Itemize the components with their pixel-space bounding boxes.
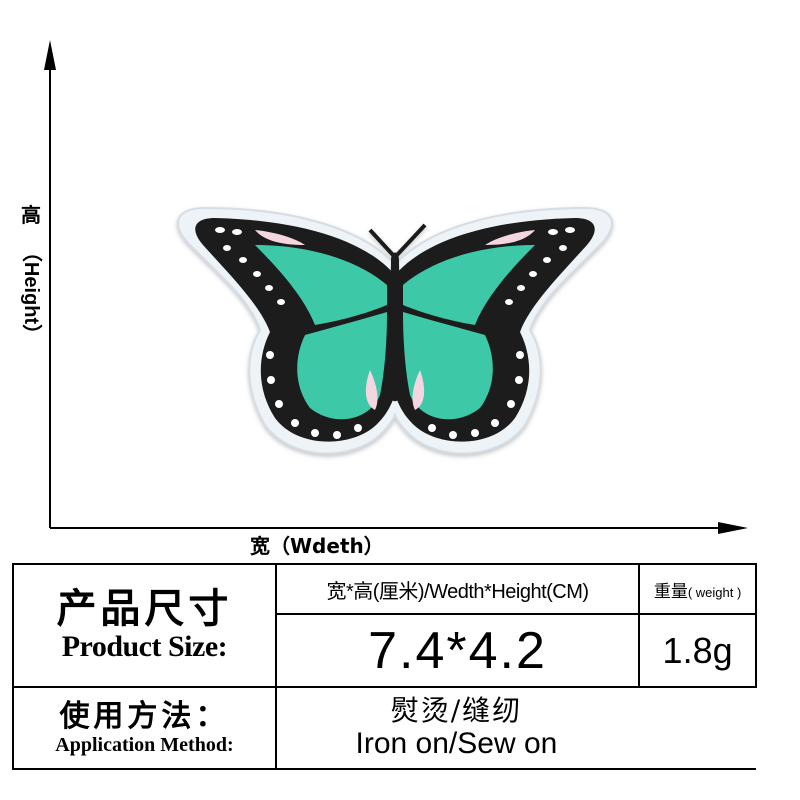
width-axis-arrow <box>718 522 748 534</box>
weight-header-cn: 重量 <box>653 581 688 601</box>
method-cn: 熨烫/缝纫 <box>390 694 523 728</box>
weight-value: 1.8g <box>662 629 733 671</box>
right-upper-wing <box>403 245 535 325</box>
size-header-cell: 宽*高(厘米)/Wedth*Height(CM) <box>274 563 641 615</box>
left-antenna <box>368 228 395 257</box>
butterfly-patch-image <box>177 206 613 455</box>
right-antenna <box>395 223 427 257</box>
height-label-en: （Height） <box>20 241 42 345</box>
height-label-cn: 高 <box>21 203 41 227</box>
application-label-cell: 使用方法： Application Method: <box>12 686 277 770</box>
width-axis-label: 宽（Wdeth） <box>250 534 384 558</box>
wing-dots <box>215 227 575 439</box>
dimension-axes <box>44 40 748 534</box>
height-axis-label: 高 （Height） <box>14 203 48 344</box>
size-header: 宽*高(厘米)/Wedth*Height(CM) <box>326 580 589 603</box>
size-value-cell: 7.4*4.2 <box>274 613 641 688</box>
right-lower-wing <box>403 312 493 420</box>
left-upper-wing <box>255 245 387 325</box>
right-lower-pink <box>412 370 425 410</box>
product-spec-table: 产品尺寸 Product Size: 宽*高(厘米)/Wedth*Height(… <box>12 563 757 770</box>
left-lower-wing <box>297 312 387 420</box>
product-size-en: Product Size: <box>61 630 228 663</box>
right-pink-highlight <box>485 230 535 245</box>
product-size-cn: 产品尺寸 <box>56 585 233 632</box>
left-lower-pink <box>365 370 378 410</box>
method-en: Iron on/Sew on <box>355 726 558 760</box>
butterfly-body <box>389 252 401 402</box>
weight-header-cell: 重量( weight ) <box>638 563 757 615</box>
weight-value-cell: 1.8g <box>638 613 757 688</box>
weight-header: 重量( weight ) <box>654 582 741 601</box>
application-method-cell: 熨烫/缝纫 Iron on/Sew on <box>274 686 756 770</box>
application-cn: 使用方法： <box>59 698 230 734</box>
height-axis-arrow <box>44 40 56 70</box>
weight-header-en: ( weight ) <box>687 584 742 600</box>
application-en: Application Method: <box>55 733 234 756</box>
size-value: 7.4*4.2 <box>368 621 547 680</box>
product-size-label-cell: 产品尺寸 Product Size: <box>12 563 277 688</box>
left-pink-highlight <box>255 230 305 245</box>
